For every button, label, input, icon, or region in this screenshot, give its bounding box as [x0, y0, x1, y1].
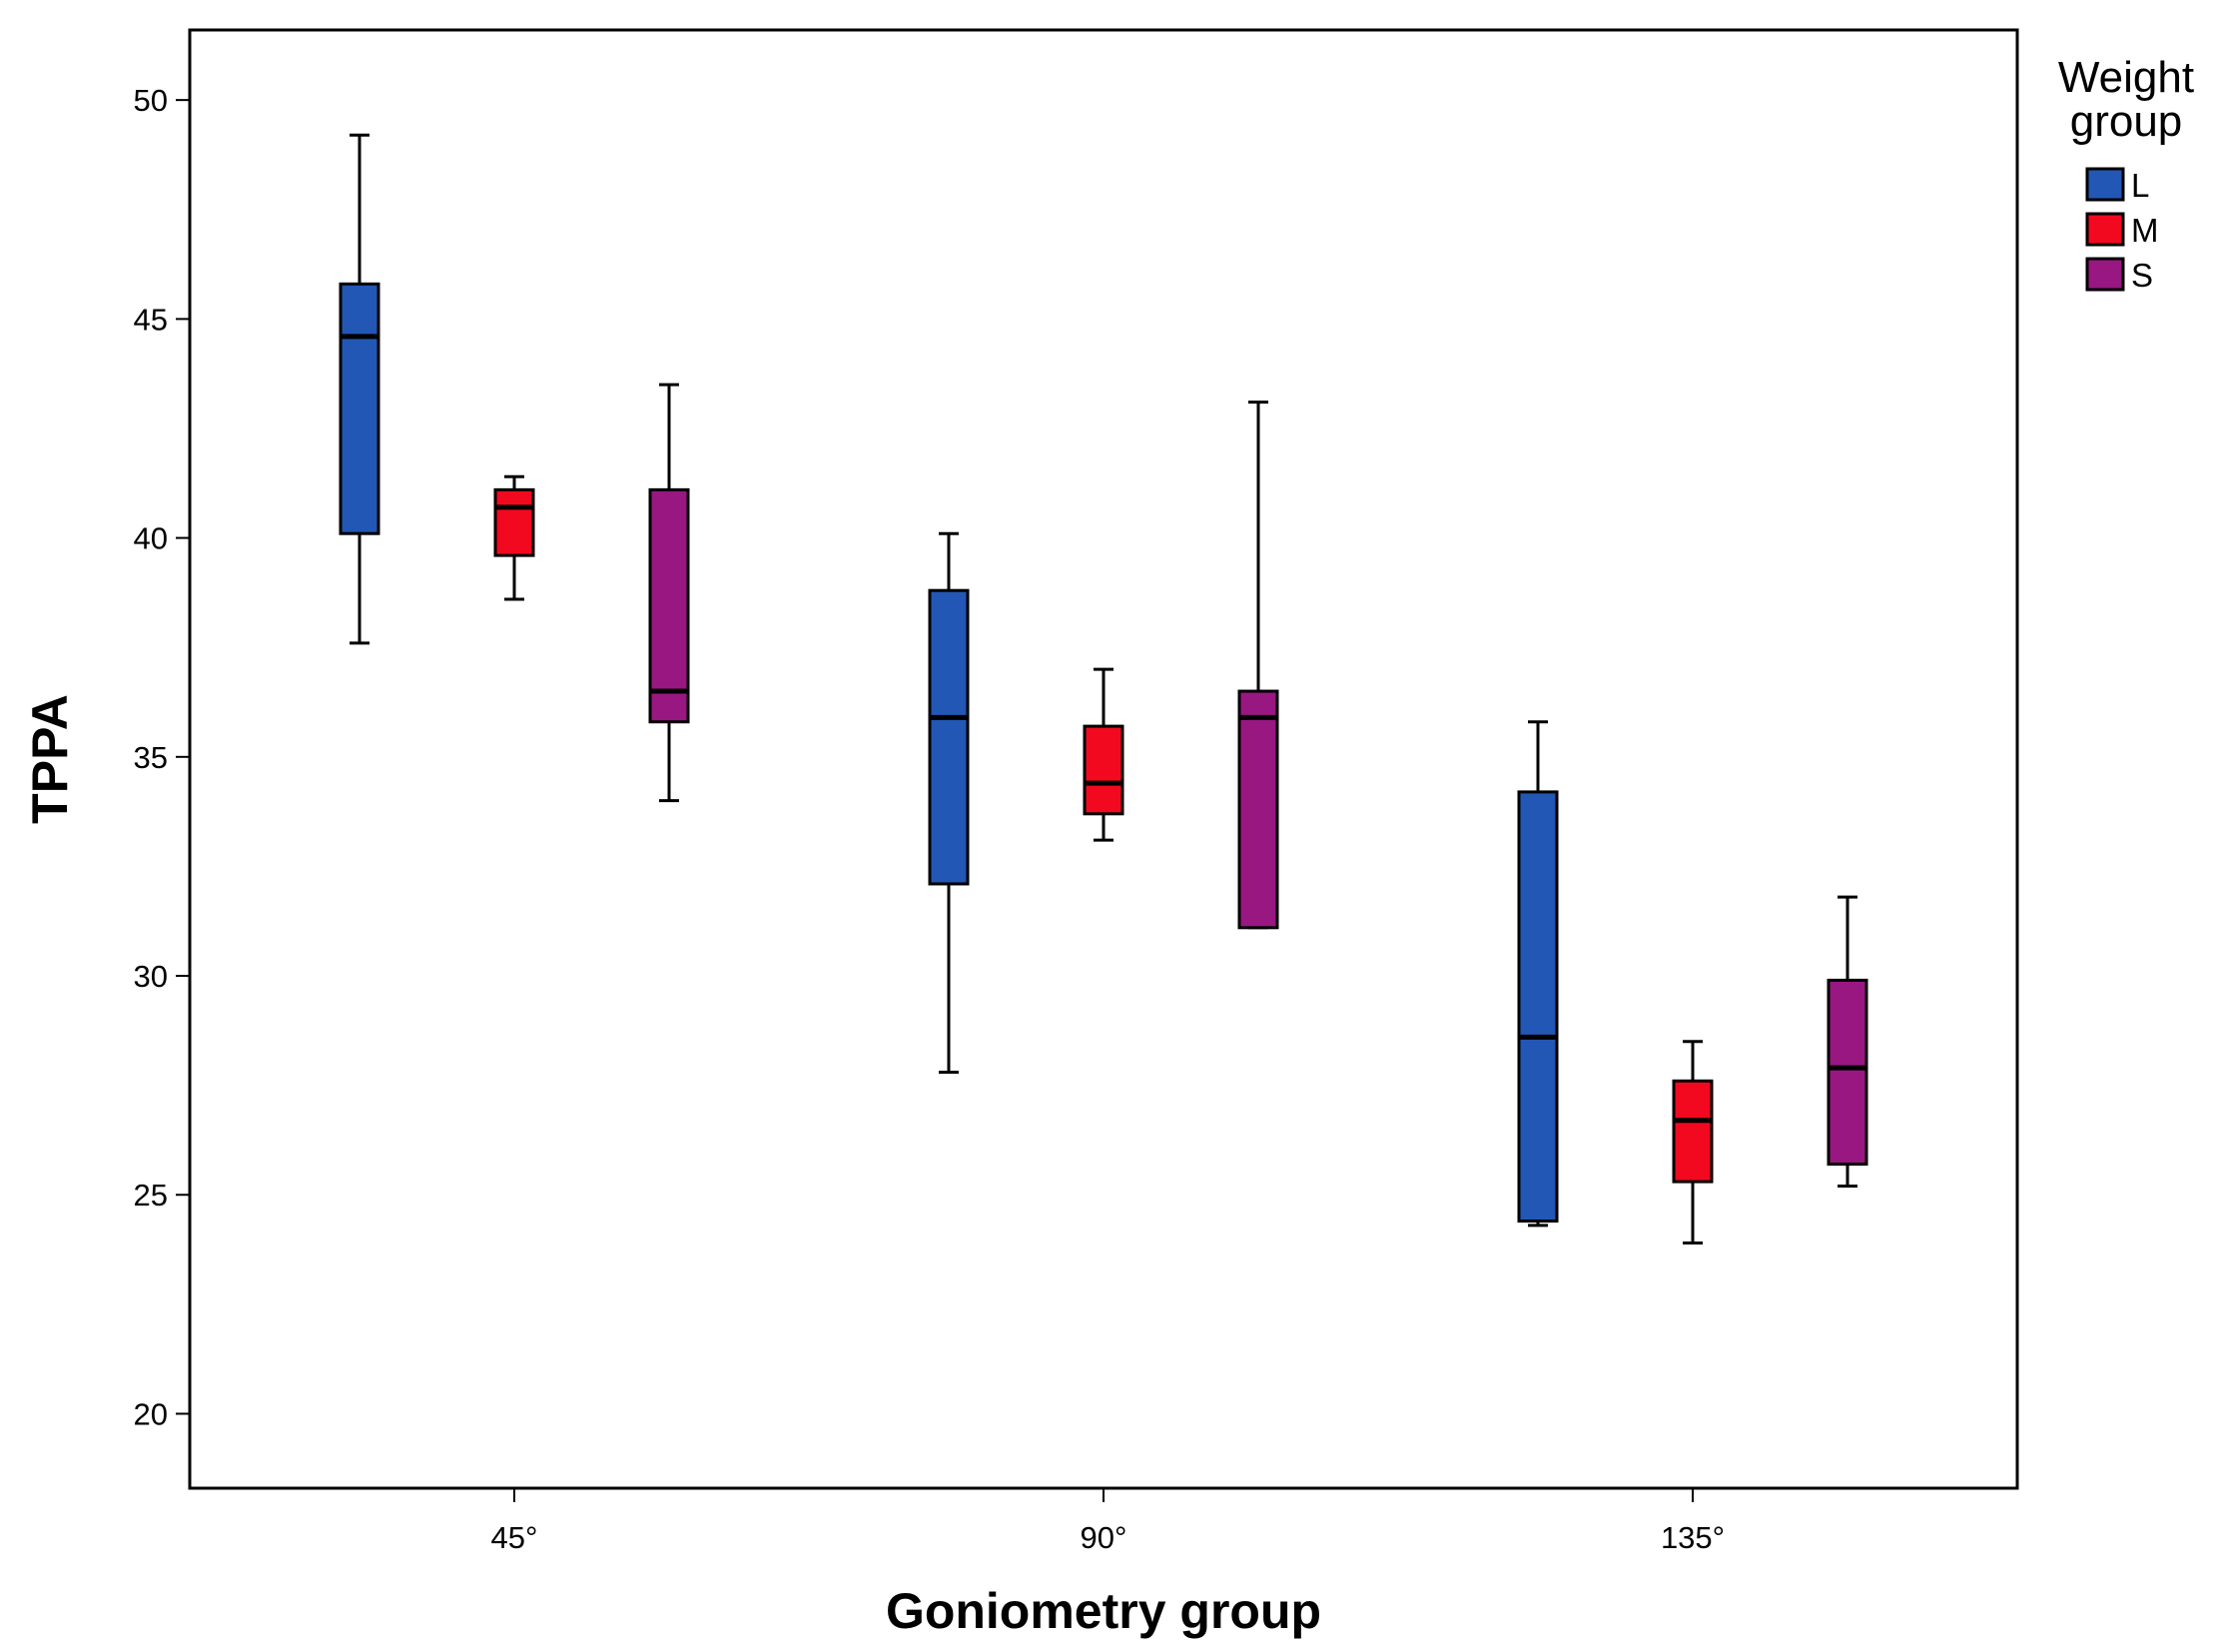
- box-iqr: [339, 282, 380, 535]
- legend-title-line-1: Weight: [2058, 53, 2194, 102]
- box-iqr: [1517, 790, 1559, 1224]
- legend-label-s: S: [2131, 257, 2153, 294]
- box-iqr: [1083, 724, 1124, 816]
- x-tick-label: 45°: [491, 1520, 538, 1555]
- y-tick-label: 30: [134, 959, 168, 994]
- box-l-2: [1517, 720, 1559, 1228]
- y-tick-label: 35: [134, 740, 168, 775]
- box-l-1: [928, 531, 970, 1074]
- box-iqr: [928, 588, 970, 886]
- box-series: [339, 133, 1868, 1244]
- legend: Weight group L M S: [2058, 53, 2194, 294]
- box-m-0: [493, 474, 535, 601]
- x-tick-label: 90°: [1081, 1520, 1127, 1555]
- box-l-0: [339, 133, 380, 645]
- box-s-0: [648, 383, 690, 803]
- box-iqr: [493, 487, 535, 557]
- box-m-2: [1672, 1040, 1714, 1244]
- legend-swatch-s: [2085, 257, 2125, 292]
- y-axis-title: TPPA: [22, 694, 78, 824]
- y-tick-label: 45: [134, 302, 168, 337]
- box-iqr: [1672, 1079, 1714, 1184]
- x-axis-title: Goniometry group: [886, 1583, 1321, 1639]
- y-tick-label: 40: [134, 521, 168, 556]
- x-axis: 45° 90° 135°: [491, 1488, 1725, 1555]
- legend-title-line-2: group: [2070, 97, 2183, 146]
- box-iqr: [648, 487, 690, 724]
- legend-label-m: M: [2131, 212, 2159, 249]
- box-m-1: [1083, 667, 1124, 842]
- y-tick-label: 50: [134, 83, 168, 118]
- y-tick-label: 20: [134, 1396, 168, 1431]
- y-tick-label: 25: [134, 1178, 168, 1213]
- y-axis: 20 25 30 35 40 45 50: [134, 83, 190, 1431]
- legend-swatch-l: [2085, 167, 2125, 202]
- box-iqr: [1827, 978, 1868, 1167]
- box-iqr: [1237, 689, 1279, 930]
- box-s-1: [1237, 401, 1279, 930]
- box-s-2: [1827, 895, 1868, 1188]
- legend-swatch-m: [2085, 212, 2125, 247]
- legend-label-l: L: [2131, 167, 2149, 204]
- x-tick-label: 135°: [1661, 1520, 1725, 1555]
